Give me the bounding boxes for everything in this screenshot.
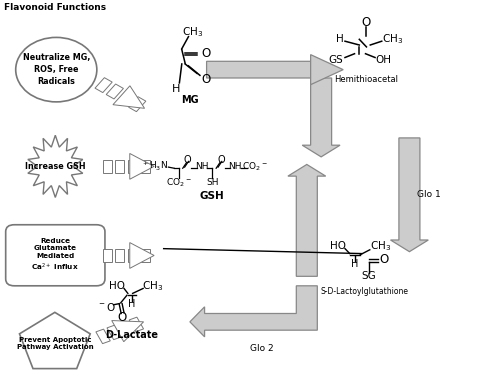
- Polygon shape: [103, 160, 111, 173]
- Text: H: H: [171, 84, 180, 94]
- Polygon shape: [112, 320, 144, 342]
- Polygon shape: [96, 329, 110, 344]
- Text: $^+$H$_3$N: $^+$H$_3$N: [142, 160, 168, 173]
- Text: O: O: [217, 155, 225, 165]
- Text: Flavonoid Functions: Flavonoid Functions: [4, 3, 106, 12]
- Text: O: O: [184, 155, 192, 165]
- Text: SH: SH: [206, 178, 218, 187]
- Text: CH$_3$: CH$_3$: [142, 279, 163, 293]
- Text: OH: OH: [375, 55, 391, 65]
- Polygon shape: [106, 84, 123, 99]
- Text: $^-$O: $^-$O: [97, 301, 116, 312]
- Polygon shape: [288, 165, 326, 276]
- Text: O: O: [362, 16, 371, 29]
- Polygon shape: [141, 160, 150, 173]
- Polygon shape: [206, 61, 340, 157]
- Polygon shape: [113, 86, 144, 108]
- Polygon shape: [95, 78, 112, 92]
- Polygon shape: [103, 249, 111, 262]
- Text: CH$_3$: CH$_3$: [370, 239, 391, 253]
- Polygon shape: [118, 321, 132, 336]
- Polygon shape: [116, 160, 124, 173]
- Polygon shape: [28, 135, 83, 197]
- Polygon shape: [116, 249, 124, 262]
- Text: CO$_2$$^-$: CO$_2$$^-$: [166, 176, 192, 189]
- Polygon shape: [20, 312, 90, 369]
- Text: SG: SG: [361, 271, 376, 281]
- Text: CH$_3$: CH$_3$: [382, 32, 403, 46]
- Text: Hemithioacetal: Hemithioacetal: [335, 74, 398, 84]
- Text: GS: GS: [328, 55, 343, 65]
- Text: Reduce
Glutamate
Mediated
Ca$^{2+}$ Influx: Reduce Glutamate Mediated Ca$^{2+}$ Infl…: [32, 238, 79, 273]
- Text: H: H: [128, 299, 135, 309]
- Text: O: O: [201, 47, 210, 60]
- Text: GSH: GSH: [200, 191, 225, 201]
- Text: O: O: [380, 253, 389, 266]
- Polygon shape: [128, 249, 137, 262]
- Polygon shape: [129, 97, 146, 112]
- Text: D-Lactate: D-Lactate: [105, 330, 158, 340]
- Text: Prevent Apoptotic
Pathway Activation: Prevent Apoptotic Pathway Activation: [16, 337, 93, 350]
- Polygon shape: [311, 55, 343, 85]
- Text: MG: MG: [181, 95, 199, 105]
- Polygon shape: [141, 249, 150, 262]
- Text: HO: HO: [109, 281, 125, 291]
- Text: Increase GSH: Increase GSH: [25, 162, 85, 171]
- Circle shape: [16, 37, 97, 102]
- Text: CO$_2$$^-$: CO$_2$$^-$: [242, 160, 268, 173]
- Polygon shape: [190, 286, 317, 337]
- Polygon shape: [391, 138, 428, 252]
- Text: HO: HO: [330, 241, 346, 251]
- FancyBboxPatch shape: [6, 225, 105, 286]
- Text: CH$_3$: CH$_3$: [181, 25, 203, 39]
- Polygon shape: [130, 243, 154, 269]
- Polygon shape: [129, 317, 144, 332]
- Polygon shape: [118, 91, 134, 105]
- Text: NH: NH: [195, 162, 209, 171]
- Text: H: H: [351, 259, 358, 269]
- Text: Glo 1: Glo 1: [417, 190, 440, 199]
- Text: O: O: [118, 311, 127, 324]
- Text: O: O: [201, 73, 210, 86]
- Polygon shape: [130, 154, 154, 179]
- Text: H: H: [336, 34, 344, 44]
- Text: Glo 2: Glo 2: [250, 344, 273, 353]
- Text: NH: NH: [228, 162, 242, 171]
- Polygon shape: [128, 160, 137, 173]
- Polygon shape: [107, 325, 121, 340]
- Text: Neutralize MG,
ROS, Free
Radicals: Neutralize MG, ROS, Free Radicals: [23, 53, 90, 86]
- Text: S-D-Lactoylglutathione: S-D-Lactoylglutathione: [320, 287, 408, 296]
